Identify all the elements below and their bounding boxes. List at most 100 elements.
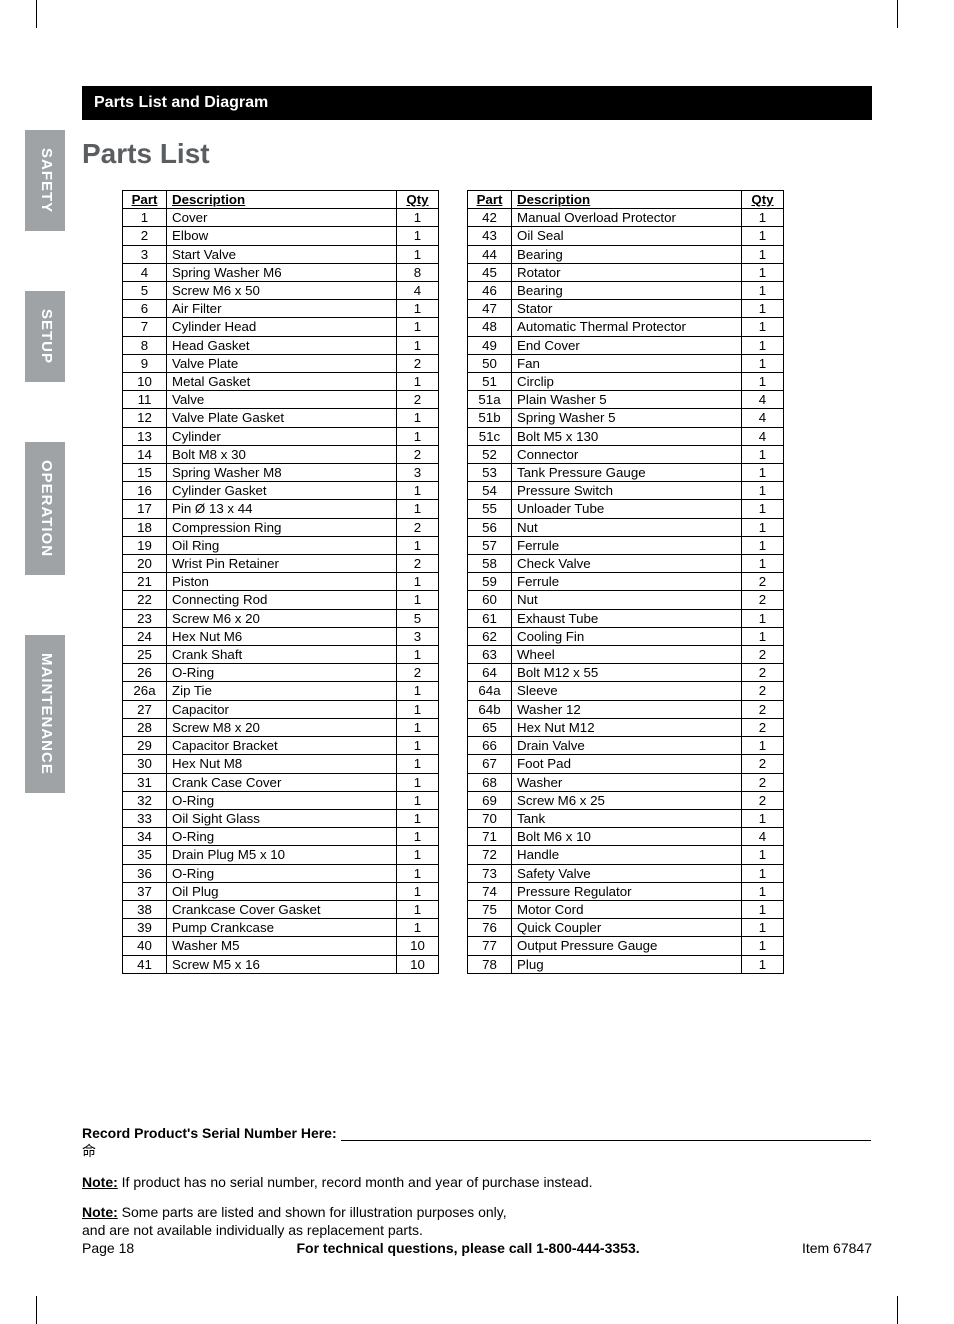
crop-mark [36, 1296, 37, 1324]
table-row: 48Automatic Thermal Protector1 [468, 318, 784, 336]
cell-part: 22 [123, 591, 167, 609]
cell-part: 25 [123, 646, 167, 664]
cell-description: Tank [512, 809, 742, 827]
table-row: 7Cylinder Head1 [123, 318, 439, 336]
table-row: 46Bearing1 [468, 282, 784, 300]
cell-description: Pin Ø 13 x 44 [167, 500, 397, 518]
footer-item: Item 67847 [802, 1240, 872, 1256]
table-row: 18Compression Ring2 [123, 518, 439, 536]
crop-mark [897, 0, 898, 28]
cell-description: Foot Pad [512, 755, 742, 773]
table-row: 56Nut1 [468, 518, 784, 536]
cell-qty: 4 [742, 828, 784, 846]
cell-qty: 1 [397, 536, 439, 554]
serial-label: Record Product's Serial Number Here: [82, 1125, 337, 1141]
table-row: 25Crank Shaft1 [123, 646, 439, 664]
parts-tables: Part Description Qty 1Cover12Elbow13Star… [122, 190, 784, 974]
cell-description: Spring Washer M6 [167, 263, 397, 281]
table-row: 69Screw M6 x 252 [468, 791, 784, 809]
cell-qty: 1 [397, 209, 439, 227]
cell-part: 42 [468, 209, 512, 227]
cell-description: Oil Plug [167, 882, 397, 900]
table-row: 9Valve Plate2 [123, 354, 439, 372]
cell-description: Washer M5 [167, 937, 397, 955]
table-row: 3Start Valve1 [123, 245, 439, 263]
cell-qty: 1 [742, 354, 784, 372]
cell-description: Cooling Fin [512, 627, 742, 645]
cell-qty: 1 [742, 300, 784, 318]
cell-description: End Cover [512, 336, 742, 354]
cell-description: Air Filter [167, 300, 397, 318]
table-row: 44Bearing1 [468, 245, 784, 263]
col-header-description: Description [512, 191, 742, 209]
table-row: 10Metal Gasket1 [123, 373, 439, 391]
cell-description: Quick Coupler [512, 919, 742, 937]
cell-part: 55 [468, 500, 512, 518]
serial-input-line[interactable] [341, 1127, 871, 1141]
cell-qty: 2 [742, 718, 784, 736]
cell-part: 1 [123, 209, 167, 227]
cell-description: Cylinder Gasket [167, 482, 397, 500]
cell-part: 62 [468, 627, 512, 645]
table-row: 43Oil Seal1 [468, 227, 784, 245]
table-row: 29Capacitor Bracket1 [123, 737, 439, 755]
cell-part: 50 [468, 354, 512, 372]
table-row: 6Air Filter1 [123, 300, 439, 318]
cell-part: 31 [123, 773, 167, 791]
cell-qty: 2 [742, 573, 784, 591]
cell-qty: 1 [397, 755, 439, 773]
cell-qty: 1 [397, 245, 439, 263]
cell-description: Drain Plug M5 x 10 [167, 846, 397, 864]
note-text: If product has no serial number, record … [118, 1174, 593, 1190]
note-prefix: Note: [82, 1174, 118, 1190]
cell-description: Nut [512, 518, 742, 536]
cell-description: Bolt M12 x 55 [512, 664, 742, 682]
cell-qty: 1 [397, 591, 439, 609]
table-row: 50Fan1 [468, 354, 784, 372]
table-row: 68Washer2 [468, 773, 784, 791]
cell-description: Screw M6 x 50 [167, 282, 397, 300]
cell-description: Screw M5 x 16 [167, 955, 397, 973]
cell-part: 12 [123, 409, 167, 427]
cell-part: 21 [123, 573, 167, 591]
cell-part: 20 [123, 555, 167, 573]
cell-description: Metal Gasket [167, 373, 397, 391]
cell-description: Nut [512, 591, 742, 609]
cell-qty: 1 [397, 791, 439, 809]
parts-table-right-body: 42Manual Overload Protector143Oil Seal14… [468, 209, 784, 974]
cell-qty: 1 [742, 464, 784, 482]
cell-description: Circlip [512, 373, 742, 391]
cell-part: 6 [123, 300, 167, 318]
cell-description: Spring Washer M8 [167, 464, 397, 482]
cell-part: 10 [123, 373, 167, 391]
cell-description: Connector [512, 445, 742, 463]
table-row: 42Manual Overload Protector1 [468, 209, 784, 227]
cell-part: 39 [123, 919, 167, 937]
cell-description: Bolt M5 x 130 [512, 427, 742, 445]
parts-table-right: Part Description Qty 42Manual Overload P… [467, 190, 784, 974]
cell-description: Screw M6 x 25 [512, 791, 742, 809]
cell-part: 7 [123, 318, 167, 336]
table-row: 47Stator1 [468, 300, 784, 318]
cell-part: 16 [123, 482, 167, 500]
cell-qty: 1 [742, 227, 784, 245]
cell-part: 23 [123, 609, 167, 627]
cell-part: 53 [468, 464, 512, 482]
table-row: 54Pressure Switch1 [468, 482, 784, 500]
table-row: 5Screw M6 x 504 [123, 282, 439, 300]
cell-qty: 1 [397, 318, 439, 336]
table-row: 63Wheel2 [468, 646, 784, 664]
side-tab-setup: SETUP [25, 291, 65, 382]
cell-description: Capacitor Bracket [167, 737, 397, 755]
cell-description: Output Pressure Gauge [512, 937, 742, 955]
cell-description: Valve Plate Gasket [167, 409, 397, 427]
cell-part: 15 [123, 464, 167, 482]
cell-part: 43 [468, 227, 512, 245]
cell-description: Fan [512, 354, 742, 372]
cell-part: 18 [123, 518, 167, 536]
cell-part: 73 [468, 864, 512, 882]
cell-part: 26 [123, 664, 167, 682]
cell-part: 71 [468, 828, 512, 846]
table-row: 39Pump Crankcase1 [123, 919, 439, 937]
cell-description: Cylinder [167, 427, 397, 445]
